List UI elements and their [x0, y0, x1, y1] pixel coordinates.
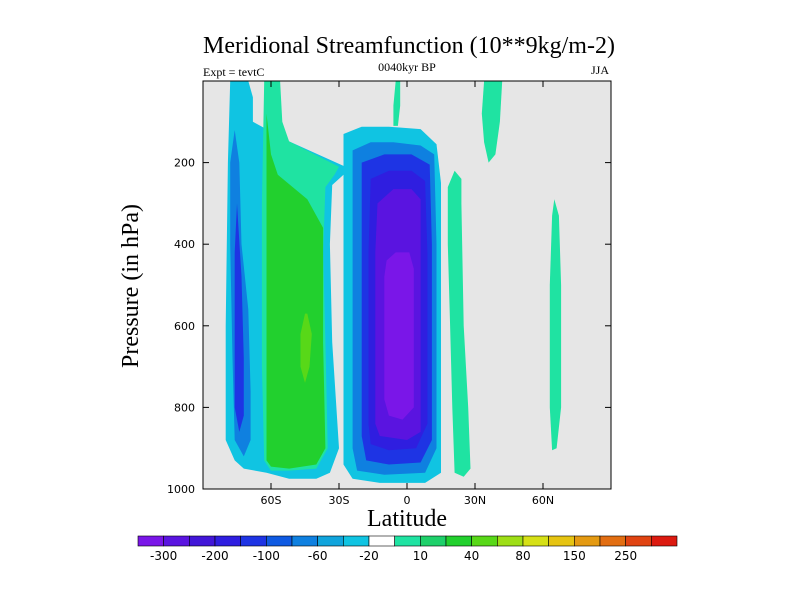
- colorbar-box-5: [266, 535, 293, 547]
- colorbar-box-18: [599, 535, 626, 547]
- y-tick-label-2: 600: [174, 320, 195, 333]
- y-tick-label-1: 400: [174, 238, 195, 251]
- colorbar-box-4: [240, 535, 267, 547]
- y-tick-label-0: 200: [174, 157, 195, 170]
- colorbar-label-1: -200: [201, 549, 228, 563]
- colorbar-box-7: [317, 535, 344, 547]
- colorbar-box-20: [651, 535, 678, 547]
- colorbar-box-10: [394, 535, 421, 547]
- colorbar-box-17: [574, 535, 601, 547]
- subtitle-left: Expt = tevtC: [203, 65, 264, 79]
- colorbar-box-6: [291, 535, 318, 547]
- colorbar-label-5: 10: [413, 549, 428, 563]
- colorbar-box-11: [420, 535, 447, 547]
- x-axis-label: Latitude: [367, 506, 447, 532]
- contour-region-15: [549, 199, 562, 451]
- contour-region-12: [393, 81, 401, 126]
- subtitle-center: 0040kyr BP: [378, 60, 436, 74]
- colorbar-box-1: [163, 535, 190, 547]
- colorbar-box-2: [189, 535, 216, 547]
- y-tick-label-3: 800: [174, 401, 195, 414]
- contour-region-5: [300, 313, 312, 383]
- colorbar: -300 -200 -100 -60 -20 10 40 80 150 250: [137, 535, 678, 563]
- colorbar-label-9: 250: [614, 549, 637, 563]
- colorbar-box-0: [137, 535, 164, 547]
- x-tick-label-0: 60S: [261, 494, 282, 507]
- colorbar-box-3: [214, 535, 241, 547]
- colorbar-box-16: [548, 535, 575, 547]
- colorbar-box-15: [522, 535, 549, 547]
- y-tick-label-4: 1000: [167, 483, 195, 496]
- y-axis-ticks: 200 400 600 800 1000: [167, 157, 611, 496]
- plot-area: 60S 30S 0 30N 60N 200 400 600 800 1000: [167, 80, 612, 507]
- contour-region-13: [447, 170, 471, 477]
- contour-regions: [225, 81, 562, 483]
- colorbar-box-13: [471, 535, 498, 547]
- contour-region-4: [266, 113, 326, 469]
- colorbar-label-2: -100: [253, 549, 280, 563]
- x-axis-ticks: 60S 30S 0 30N 60N: [261, 81, 554, 507]
- contour-region-11: [384, 252, 414, 420]
- colorbar-label-7: 80: [515, 549, 530, 563]
- contour-region-14: [481, 81, 503, 163]
- colorbar-label-6: 40: [464, 549, 479, 563]
- colorbar-label-0: -300: [150, 549, 177, 563]
- colorbar-box-14: [497, 535, 524, 547]
- x-tick-label-1: 30S: [329, 494, 350, 507]
- colorbar-box-12: [445, 535, 472, 547]
- colorbar-label-4: -20: [359, 549, 379, 563]
- chart-title: Meridional Streamfunction (10**9kg/m-2): [203, 33, 615, 59]
- subtitle-right: JJA: [591, 63, 609, 77]
- colorbar-label-8: 150: [563, 549, 586, 563]
- x-tick-label-4: 60N: [532, 494, 554, 507]
- colorbar-box-8: [343, 535, 370, 547]
- y-axis-label: Pressure (in hPa): [118, 204, 144, 368]
- x-tick-label-3: 30N: [464, 494, 486, 507]
- contour-region-2: [234, 203, 244, 432]
- colorbar-box-9: [368, 535, 395, 547]
- x-tick-label-2: 0: [404, 494, 411, 507]
- colorbar-box-19: [625, 535, 652, 547]
- colorbar-label-3: -60: [308, 549, 328, 563]
